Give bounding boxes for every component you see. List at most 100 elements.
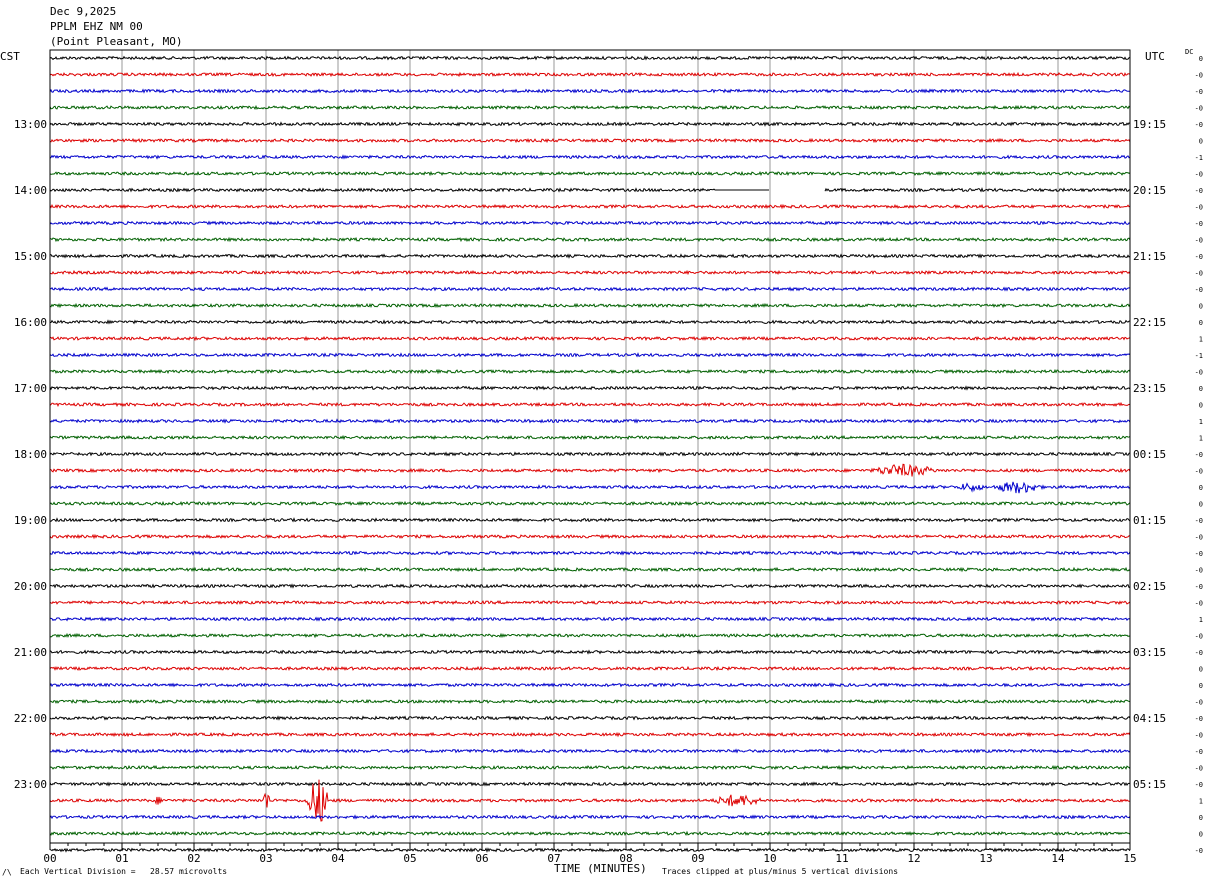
dc-offset-label: -0 (1195, 72, 1203, 80)
dc-offset-label: -0 (1195, 649, 1203, 657)
dc-offset-label: 1 (1199, 435, 1203, 443)
x-tick-label: 14 (1051, 852, 1065, 865)
trace-34 (49, 616, 1131, 622)
right-hour-label: 00:15 (1133, 448, 1166, 461)
trace-23 (49, 434, 1131, 441)
dc-offset-label: -0 (1195, 699, 1203, 707)
trace-39 (49, 698, 1131, 705)
dc-offset-label: -0 (1195, 468, 1203, 476)
x-tick-label: 09 (691, 852, 704, 865)
dc-offset-label: 0 (1199, 814, 1203, 822)
x-tick-label: 13 (979, 852, 992, 865)
x-tick-label: 10 (763, 852, 776, 865)
trace-32 (49, 583, 1131, 589)
trace-42 (49, 748, 1131, 754)
clip-note: Traces clipped at plus/minus 5 vertical … (662, 867, 899, 876)
trace-9 (49, 203, 1131, 210)
left-hour-label: 23:00 (14, 778, 47, 791)
x-tick-label: 00 (43, 852, 56, 865)
x-tick-label: 03 (259, 852, 272, 865)
dc-offset-label: -0 (1195, 286, 1203, 294)
dc-offset-label: -0 (1195, 517, 1203, 525)
dc-offset-label: 1 (1199, 798, 1203, 806)
dc-offset-label: 0 (1199, 55, 1203, 63)
trace-29 (49, 533, 1131, 540)
trace-17 (49, 335, 1131, 342)
trace-13 (49, 269, 1131, 276)
trace-46 (49, 814, 1131, 820)
dc-offset-label: -0 (1195, 550, 1203, 558)
trace-45 (49, 779, 1131, 822)
left-hour-label: 20:00 (14, 580, 47, 593)
trace-16 (50, 319, 1131, 325)
right-hour-label: 05:15 (1133, 778, 1166, 791)
trace-1 (49, 71, 1131, 78)
x-tick-label: 15 (1123, 852, 1136, 865)
trace-37 (49, 665, 1131, 672)
dc-offset-label: 0 (1199, 402, 1203, 410)
dc-offset-label: 0 (1199, 666, 1203, 674)
x-axis-ticks: 00 01 02 03 04 05 06 07 08 09 10 11 12 13 14 15 (43, 843, 1137, 865)
trace-41 (49, 731, 1131, 738)
dc-offset-label: 0 (1199, 138, 1203, 146)
x-tick-label: 11 (835, 852, 848, 865)
trace-layer (49, 55, 1131, 853)
right-hour-label: 22:15 (1133, 316, 1166, 329)
trace-6 (49, 154, 1131, 160)
left-hour-label: 17:00 (14, 382, 47, 395)
dc-offset-label: -0 (1195, 715, 1203, 723)
left-hour-label: 19:00 (14, 514, 47, 527)
dc-offset-label: -0 (1195, 567, 1203, 575)
dc-offset-label: -0 (1195, 534, 1203, 542)
header-date: Dec 9,2025 (50, 5, 117, 18)
trace-11 (50, 236, 1131, 243)
dc-offset-label: -0 (1195, 748, 1203, 756)
dc-offset-label: -0 (1195, 600, 1203, 608)
trace-2 (49, 88, 1131, 94)
left-hour-label: 16:00 (14, 316, 47, 329)
trace-14 (49, 286, 1130, 292)
trace-4 (49, 121, 1131, 127)
dc-offset-label: -0 (1195, 171, 1203, 179)
dc-offset-label: -0 (1195, 253, 1203, 261)
minute-gridlines (121, 50, 1059, 843)
right-hour-label: 02:15 (1133, 580, 1166, 593)
trace-20 (49, 385, 1131, 391)
right-hour-label: 21:15 (1133, 250, 1166, 263)
right-hour-label: 20:15 (1133, 184, 1166, 197)
trace-8 (49, 187, 1131, 193)
left-hour-label: 22:00 (14, 712, 47, 725)
dc-offset-label: -0 (1195, 88, 1203, 96)
trace-26 (49, 481, 1131, 494)
left-hour-label: 18:00 (14, 448, 47, 461)
trace-36 (49, 649, 1131, 655)
right-hour-label: 04:15 (1133, 712, 1166, 725)
utc-hour-labels: 19:15 20:15 21:15 22:15 23:15 00:15 01:15 02:15… (1133, 118, 1166, 791)
right-hour-label: 01:15 (1133, 514, 1166, 527)
dc-offset-label: -0 (1195, 765, 1203, 773)
x-tick-label: 12 (907, 852, 920, 865)
trace-7 (49, 170, 1131, 177)
dc-offset-label: -0 (1195, 451, 1203, 459)
dc-offset-label: -0 (1195, 583, 1203, 591)
dc-offset-label: -0 (1195, 237, 1203, 245)
dc-offset-label: 0 (1199, 385, 1203, 393)
x-tick-label: 08 (619, 852, 632, 865)
trace-10 (49, 220, 1131, 226)
x-tick-label: 01 (115, 852, 128, 865)
x-tick-label: 02 (187, 852, 200, 865)
header-station: PPLM EHZ NM 00 (50, 20, 143, 33)
left-hour-label: 14:00 (14, 184, 47, 197)
dc-offset-label: -0 (1195, 270, 1203, 278)
dc-offset-label: 1 (1199, 418, 1203, 426)
x-tick-label: 04 (331, 852, 345, 865)
trace-24 (49, 451, 1131, 457)
dc-offset-label: -0 (1195, 121, 1203, 129)
trace-18 (49, 352, 1131, 358)
trace-40 (49, 715, 1131, 721)
dc-offset-label: 0 (1199, 303, 1203, 311)
x-tick-label: 07 (547, 852, 560, 865)
dc-offset-label: 0 (1199, 831, 1203, 839)
dc-offset-label: 0 (1199, 484, 1203, 492)
cst-hour-labels: 13:00 14:00 15:00 16:00 17:00 18:00 19:00 20:00… (14, 118, 47, 791)
